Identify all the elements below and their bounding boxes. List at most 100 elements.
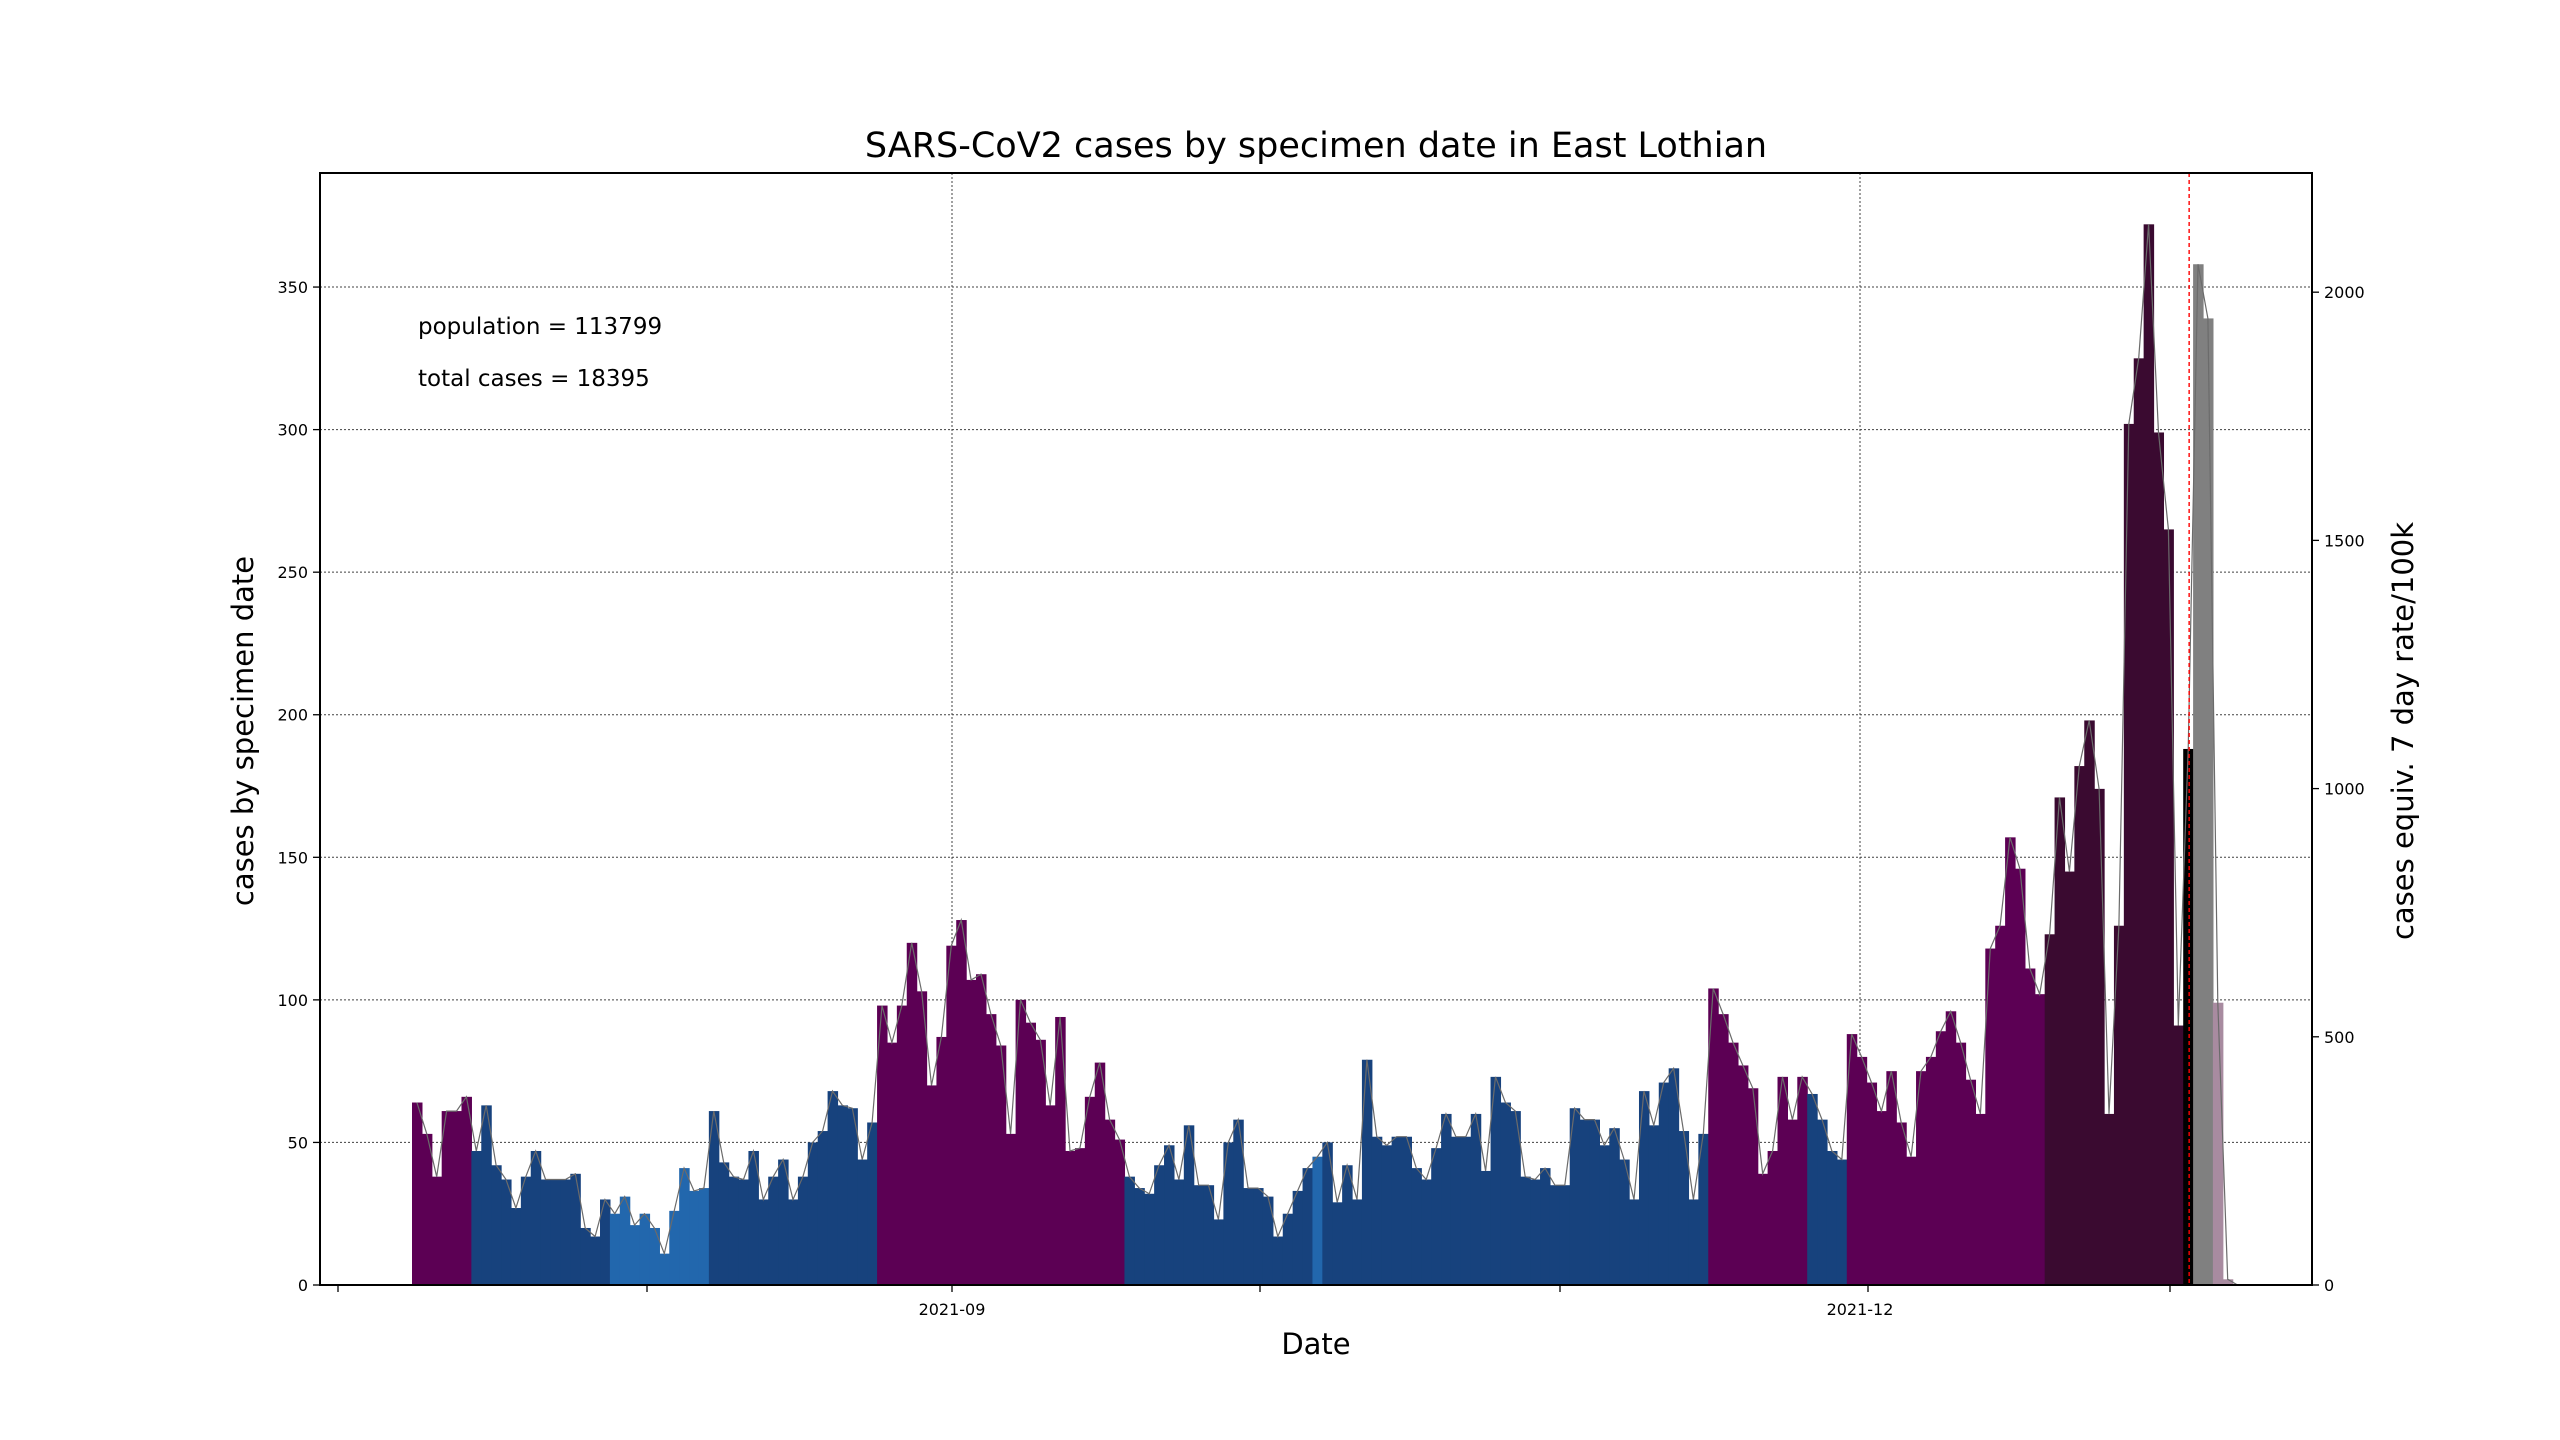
case-bar bbox=[1500, 1102, 1511, 1285]
x-tick-label: 2021-12 bbox=[1827, 1300, 1894, 1319]
case-bar bbox=[451, 1111, 463, 1285]
case-bar bbox=[1718, 1014, 1729, 1285]
case-bar bbox=[1737, 1065, 1749, 1285]
case-bar bbox=[1609, 1128, 1620, 1285]
case-bar bbox=[1490, 1076, 1502, 1285]
case-bar bbox=[1164, 1145, 1175, 1285]
y-tick-label: 0 bbox=[298, 1276, 308, 1295]
case-bar bbox=[1045, 1105, 1056, 1285]
case-bar bbox=[708, 1111, 720, 1285]
case-bar bbox=[748, 1150, 759, 1285]
case-bar bbox=[1035, 1039, 1046, 1285]
case-bar bbox=[1925, 1056, 1937, 1285]
y-tick-label: 250 bbox=[277, 563, 308, 582]
case-bar bbox=[570, 1173, 581, 1285]
case-bar bbox=[1381, 1145, 1393, 1285]
case-bar bbox=[1698, 1133, 1709, 1285]
case-bar bbox=[797, 1176, 809, 1285]
y-axis-title: cases by specimen date bbox=[226, 556, 260, 906]
case-bar bbox=[985, 1014, 997, 1285]
case-bar bbox=[1480, 1170, 1492, 1285]
case-bar bbox=[2084, 720, 2095, 1285]
case-bar bbox=[827, 1091, 839, 1285]
case-bar bbox=[1846, 1034, 1858, 1285]
y2-tick-label: 500 bbox=[2324, 1028, 2355, 1047]
case-bar bbox=[1342, 1165, 1353, 1285]
case-bar bbox=[1728, 1042, 1739, 1285]
case-bar bbox=[421, 1133, 433, 1285]
x-axis-title: Date bbox=[1281, 1327, 1350, 1361]
case-bar bbox=[1292, 1190, 1304, 1285]
case-bar bbox=[1916, 1071, 1927, 1285]
case-bar bbox=[600, 1199, 611, 1285]
case-bar bbox=[1530, 1179, 1541, 1285]
y-tick-label: 50 bbox=[288, 1133, 308, 1152]
case-bar bbox=[2153, 432, 2165, 1285]
case-bar bbox=[1025, 1022, 1036, 1285]
case-bar bbox=[837, 1105, 848, 1285]
case-bar bbox=[2014, 868, 2026, 1285]
case-bar bbox=[1787, 1119, 1798, 1285]
y-tick-label: 350 bbox=[277, 278, 308, 297]
case-bar bbox=[877, 1005, 888, 1285]
case-bar bbox=[441, 1111, 453, 1285]
case-bar bbox=[619, 1196, 631, 1285]
case-bar bbox=[976, 974, 987, 1285]
case-bar bbox=[1441, 1113, 1452, 1285]
case-bar bbox=[847, 1108, 858, 1285]
case-bar bbox=[1817, 1119, 1828, 1285]
case-bar bbox=[1975, 1113, 1986, 1285]
case-bar bbox=[1282, 1213, 1294, 1285]
case-bar bbox=[1589, 1119, 1600, 1285]
case-bar bbox=[540, 1179, 552, 1285]
provisional-bar bbox=[2193, 264, 2204, 1285]
case-bar bbox=[580, 1227, 591, 1285]
case-bar bbox=[2173, 1025, 2184, 1285]
case-bar bbox=[1144, 1193, 1155, 1285]
case-bar bbox=[896, 1005, 908, 1285]
case-bar bbox=[1015, 999, 1027, 1285]
case-bar bbox=[510, 1208, 522, 1285]
case-bar bbox=[461, 1096, 472, 1285]
annotation-total-cases: total cases = 18395 bbox=[418, 366, 650, 392]
case-bar bbox=[669, 1210, 680, 1285]
case-bar bbox=[1074, 1148, 1086, 1285]
case-bar bbox=[560, 1179, 571, 1285]
case-bar bbox=[1886, 1071, 1897, 1285]
case-bar bbox=[698, 1188, 710, 1285]
case-bar bbox=[995, 1045, 1007, 1285]
case-bar bbox=[758, 1199, 769, 1285]
case-bar bbox=[2094, 788, 2105, 1285]
case-bar bbox=[431, 1176, 443, 1285]
case-bar bbox=[1747, 1088, 1759, 1285]
case-bar bbox=[788, 1199, 799, 1285]
provisional-bar bbox=[2202, 318, 2214, 1285]
case-bar bbox=[1658, 1082, 1670, 1285]
case-bar bbox=[2034, 994, 2046, 1285]
case-bar bbox=[2123, 423, 2135, 1285]
case-bar bbox=[689, 1190, 700, 1285]
case-bar bbox=[2133, 358, 2145, 1285]
y2-tick-label: 2000 bbox=[2324, 283, 2365, 302]
case-bar bbox=[1262, 1196, 1274, 1285]
plot-area: 0 50 100 150 200 250 300 350 0 500 1000 1500 2000 202… bbox=[277, 172, 2365, 1319]
y2-axis-title: cases equiv. 7 day rate/100k bbox=[2386, 522, 2420, 940]
case-bar bbox=[1114, 1139, 1126, 1285]
case-bar bbox=[1243, 1188, 1254, 1285]
case-bar bbox=[1223, 1142, 1234, 1285]
case-bar bbox=[1955, 1042, 1967, 1285]
case-bar bbox=[1233, 1119, 1244, 1285]
case-bar bbox=[1460, 1136, 1472, 1285]
case-bar bbox=[649, 1227, 660, 1285]
case-bar bbox=[728, 1176, 740, 1285]
case-bar bbox=[1836, 1159, 1848, 1285]
case-bar bbox=[1619, 1159, 1630, 1285]
case-bar bbox=[2044, 934, 2056, 1285]
case-bar bbox=[936, 1036, 947, 1285]
case-bar bbox=[1648, 1125, 1660, 1285]
annotation-population: population = 113799 bbox=[418, 314, 662, 340]
provisional-bar bbox=[2222, 1279, 2234, 1285]
case-bar bbox=[1876, 1111, 1887, 1285]
case-bar bbox=[1856, 1056, 1868, 1285]
case-bar bbox=[1935, 1031, 1947, 1285]
